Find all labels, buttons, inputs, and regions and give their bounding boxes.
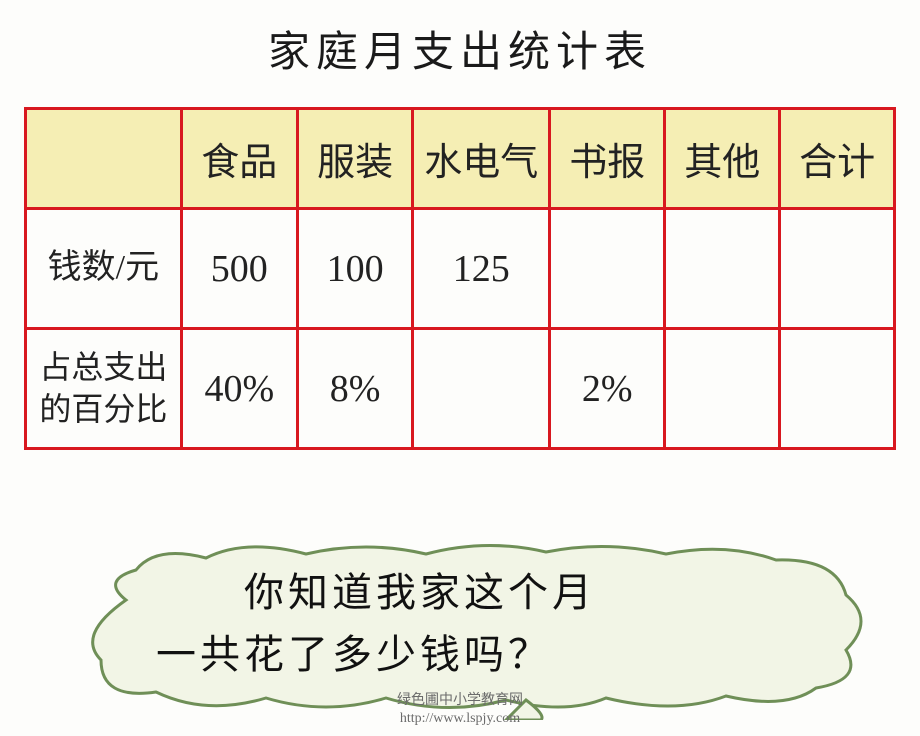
bubble-line2: 一共花了多少钱吗？ (156, 632, 552, 677)
table-header-row: 食品 服装 水电气 书报 其他 合计 (26, 109, 895, 209)
table-row: 钱数/元 500 100 125 (26, 209, 895, 329)
footer: 绿色圃中小学教育网 http://www.lspjy.com (0, 692, 920, 728)
cell-r0c2: 125 (413, 209, 550, 329)
cell-r1c0: 40% (181, 329, 297, 449)
cell-r0c5 (780, 209, 895, 329)
footer-line2: http://www.lspjy.com (0, 710, 920, 728)
cell-r0c1: 100 (297, 209, 413, 329)
header-col-1: 服装 (297, 109, 413, 209)
cell-r0c4 (665, 209, 780, 329)
page-title: 家庭月支出统计表 (0, 0, 920, 79)
speech-bubble: 你知道我家这个月 一共花了多少钱吗？ (46, 540, 876, 710)
cell-r1c1: 8% (297, 329, 413, 449)
header-corner (26, 109, 182, 209)
expense-table: 食品 服装 水电气 书报 其他 合计 钱数/元 500 100 125 占总支出… (24, 107, 896, 450)
header-col-0: 食品 (181, 109, 297, 209)
cell-r0c3 (550, 209, 665, 329)
cell-r1c4 (665, 329, 780, 449)
cell-r0c0: 500 (181, 209, 297, 329)
footer-line1: 绿色圃中小学教育网 (0, 692, 920, 710)
header-col-5: 合计 (780, 109, 895, 209)
row-label-0: 钱数/元 (26, 209, 182, 329)
cell-r1c5 (780, 329, 895, 449)
cell-r1c2 (413, 329, 550, 449)
table-row: 占总支出的百分比 40% 8% 2% (26, 329, 895, 449)
cell-r1c3: 2% (550, 329, 665, 449)
header-col-2: 水电气 (413, 109, 550, 209)
bubble-line1: 你知道我家这个月 (244, 570, 596, 615)
bubble-text: 你知道我家这个月 一共花了多少钱吗？ (156, 562, 836, 686)
row-label-1: 占总支出的百分比 (26, 329, 182, 449)
header-col-4: 其他 (665, 109, 780, 209)
header-col-3: 书报 (550, 109, 665, 209)
